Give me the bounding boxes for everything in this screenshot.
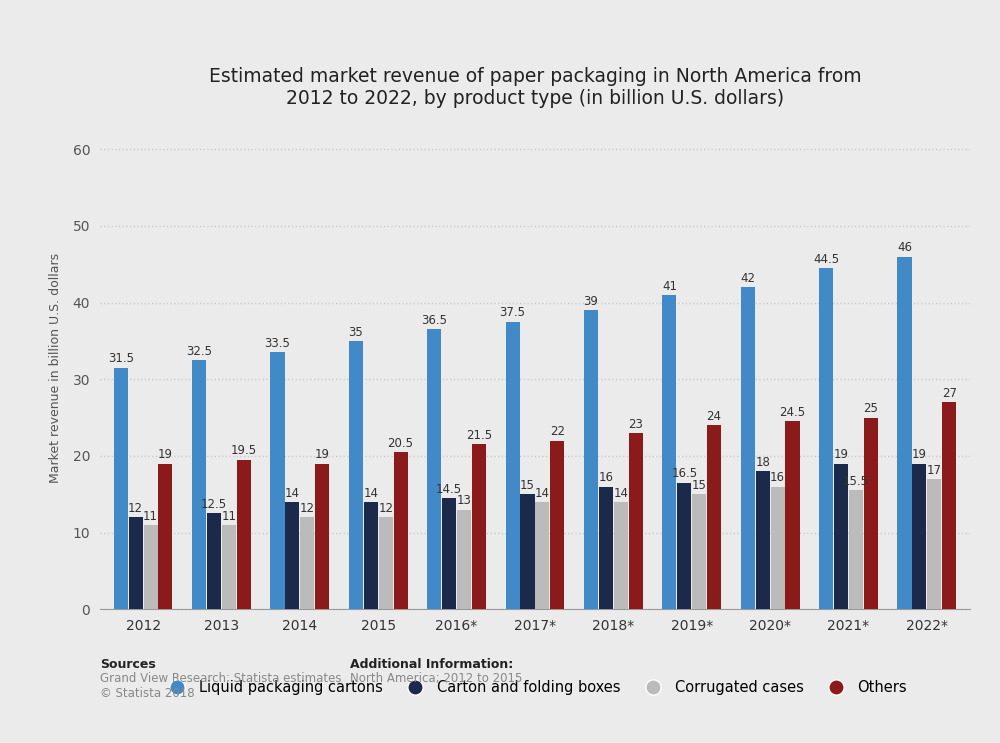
Bar	[192, 360, 206, 609]
Text: 14: 14	[363, 487, 378, 499]
Text: 46: 46	[897, 241, 912, 254]
Text: 11: 11	[143, 510, 158, 522]
Text: 14: 14	[613, 487, 628, 499]
Text: 27: 27	[942, 387, 957, 400]
Bar	[270, 352, 285, 609]
Text: 41: 41	[662, 279, 677, 293]
Title: Estimated market revenue of paper packaging in North America from
2012 to 2022, : Estimated market revenue of paper packag…	[209, 67, 861, 108]
Text: 21.5: 21.5	[466, 429, 492, 442]
Text: 15: 15	[692, 479, 707, 492]
Text: 31.5: 31.5	[108, 352, 134, 366]
Bar	[315, 464, 329, 609]
Text: Additional Information:: Additional Information:	[350, 658, 513, 670]
Bar	[707, 425, 721, 609]
Text: 19: 19	[834, 448, 849, 461]
Bar	[144, 525, 158, 609]
Text: 19: 19	[158, 448, 173, 461]
Bar	[785, 421, 800, 609]
Bar	[349, 341, 363, 609]
Bar	[614, 502, 628, 609]
Bar	[394, 452, 408, 609]
Bar	[300, 517, 314, 609]
Bar	[584, 311, 598, 609]
Bar	[942, 402, 956, 609]
Bar	[114, 368, 128, 609]
Bar	[864, 418, 878, 609]
Bar	[771, 487, 785, 609]
Y-axis label: Market revenue in billion U.S. dollars: Market revenue in billion U.S. dollars	[49, 253, 62, 483]
Text: 42: 42	[740, 272, 755, 285]
Text: 24: 24	[707, 410, 722, 423]
Text: 13: 13	[457, 494, 472, 507]
Text: 20.5: 20.5	[388, 437, 414, 450]
Text: North America; 2012 to 2015: North America; 2012 to 2015	[350, 672, 522, 685]
Text: 14: 14	[285, 487, 300, 499]
Bar	[834, 464, 848, 609]
Bar	[129, 517, 143, 609]
Text: 16.5: 16.5	[671, 467, 697, 481]
Text: Sources: Sources	[100, 658, 156, 670]
Bar	[535, 502, 549, 609]
Bar	[222, 525, 236, 609]
Text: 19: 19	[912, 448, 927, 461]
Bar	[897, 256, 912, 609]
Text: 15: 15	[520, 479, 535, 492]
Text: 18: 18	[755, 456, 770, 469]
Bar	[158, 464, 172, 609]
Bar	[472, 444, 486, 609]
Bar	[677, 483, 691, 609]
Bar	[379, 517, 393, 609]
Bar	[550, 441, 564, 609]
Legend: Liquid packaging cartons, Carton and folding boxes, Corrugated cases, Others: Liquid packaging cartons, Carton and fol…	[157, 675, 913, 701]
Bar	[927, 479, 941, 609]
Text: 11: 11	[221, 510, 236, 522]
Bar	[849, 490, 863, 609]
Bar	[285, 502, 299, 609]
Text: 14.5: 14.5	[436, 483, 462, 496]
Bar	[912, 464, 926, 609]
Text: 19.5: 19.5	[231, 444, 257, 458]
Bar	[741, 288, 755, 609]
Text: 35: 35	[349, 325, 363, 339]
Text: 44.5: 44.5	[813, 253, 839, 266]
Bar	[207, 513, 221, 609]
Bar	[662, 295, 676, 609]
Bar	[629, 433, 643, 609]
Text: 12: 12	[378, 502, 393, 515]
Bar	[442, 498, 456, 609]
Bar	[237, 460, 251, 609]
Text: 14: 14	[535, 487, 550, 499]
Text: 23: 23	[628, 418, 643, 431]
Text: 16: 16	[598, 471, 613, 484]
Text: 17: 17	[927, 464, 942, 477]
Bar	[364, 502, 378, 609]
Text: 37.5: 37.5	[500, 307, 526, 319]
Text: 12: 12	[128, 502, 143, 515]
Text: 39: 39	[584, 295, 598, 308]
Text: 12: 12	[300, 502, 315, 515]
Bar	[457, 510, 471, 609]
Bar	[427, 329, 441, 609]
Text: 15.5: 15.5	[843, 475, 869, 488]
Text: 19: 19	[315, 448, 330, 461]
Text: Grand View Research; Statista estimates
© Statista 2018: Grand View Research; Statista estimates …	[100, 672, 342, 701]
Text: 36.5: 36.5	[421, 314, 447, 327]
Bar	[756, 471, 770, 609]
Text: 12.5: 12.5	[201, 498, 227, 511]
Text: 24.5: 24.5	[779, 406, 806, 419]
Bar	[506, 322, 520, 609]
Text: 33.5: 33.5	[265, 337, 290, 350]
Text: 25: 25	[863, 402, 878, 415]
Bar	[520, 494, 535, 609]
Bar	[819, 268, 833, 609]
Text: 32.5: 32.5	[186, 345, 212, 358]
Text: 22: 22	[550, 425, 565, 438]
Bar	[599, 487, 613, 609]
Bar	[692, 494, 706, 609]
Text: 16: 16	[770, 471, 785, 484]
